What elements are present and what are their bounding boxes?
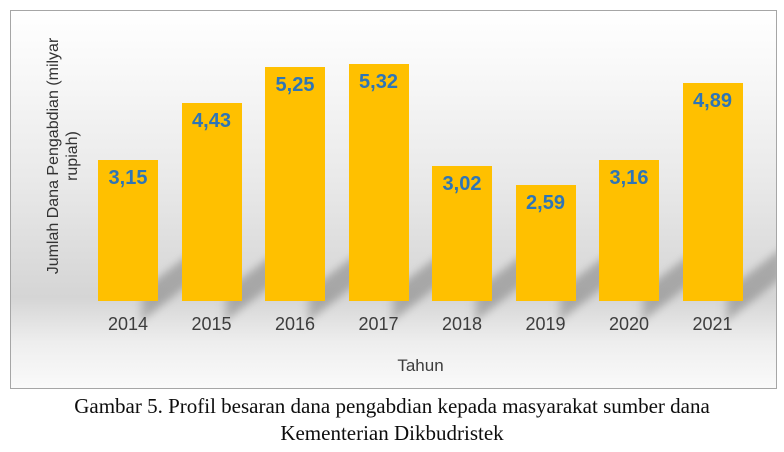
bar-2018: 3,02	[432, 166, 492, 301]
bar-2021: 4,89	[682, 83, 743, 301]
x-tick-label-2015: 2015	[191, 314, 232, 334]
x-tick-label-2014: 2014	[107, 314, 149, 334]
y-axis-title-line2: rupiah)	[64, 131, 81, 181]
figure-caption: Gambar 5. Profil besaran dana pengabdian…	[0, 393, 784, 447]
bar-2020: 3,16	[599, 160, 659, 301]
bar-value-label: 2,59	[526, 192, 565, 214]
bar-value-label: 4,43	[192, 110, 231, 132]
bar-value-label: 5,25	[275, 74, 315, 96]
figure-caption-line2: Kementerian Dikbudristek	[280, 421, 504, 445]
figure-caption-line1: Gambar 5. Profil besaran dana pengabdian…	[74, 394, 710, 418]
bar-2016: 5,25	[265, 67, 325, 301]
bar-value-label: 3,16	[609, 167, 649, 189]
bar-2014: 3,15	[98, 160, 158, 301]
bar-value-label: 3,15	[108, 167, 148, 189]
bar-value-label: 4,89	[693, 90, 732, 112]
bar-value-label: 5,32	[359, 71, 398, 93]
y-axis-title-line1: Jumlah Dana Pengabdian (milyar	[45, 37, 62, 275]
x-tick-label-2016: 2016	[274, 314, 316, 334]
bar-chart: Jumlah Dana Pengabdian (milyar rupiah) 3…	[10, 10, 777, 389]
x-tick-label-2020: 2020	[608, 314, 650, 334]
bar-2015: 4,43	[181, 103, 242, 301]
bar-2017: 5,32	[348, 64, 409, 301]
x-tick-label-2021: 2021	[692, 314, 733, 334]
bar-value-label: 3,02	[442, 173, 482, 195]
y-axis-title: Jumlah Dana Pengabdian (milyar rupiah)	[44, 38, 82, 275]
bar-2019: 2,59	[515, 185, 576, 301]
x-tick-label-2019: 2019	[525, 314, 566, 334]
x-tick-label-2018: 2018	[441, 314, 483, 334]
x-axis-title: Tahun	[397, 356, 444, 375]
x-tick-label-2017: 2017	[358, 314, 399, 334]
